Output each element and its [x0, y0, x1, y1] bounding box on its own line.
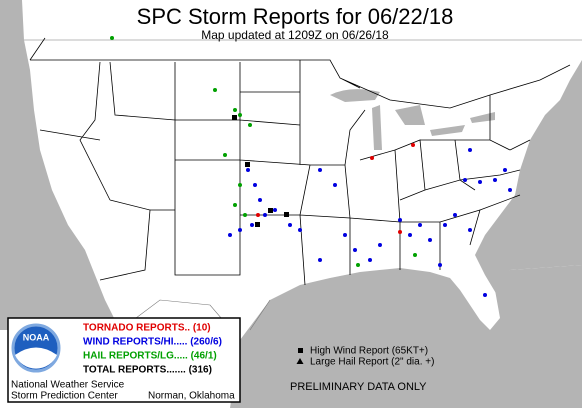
noaa-logo-wave	[15, 347, 57, 369]
office-name: National Weather Service	[11, 380, 125, 391]
legend-item: TORNADO REPORTS.. (10)	[83, 323, 211, 334]
pacific-ocean	[0, 0, 120, 330]
center-name: Storm Prediction Center	[11, 391, 118, 402]
map-title: SPC Storm Reports for 06/22/18	[137, 4, 454, 29]
report-markers	[110, 36, 512, 297]
center-location: Norman, Oklahoma	[148, 391, 235, 402]
map-subtitle: Map updated at 1209Z on 06/26/18	[201, 28, 389, 42]
atlantic-ocean	[475, 60, 582, 300]
key-label: Large Hail Report (2" dia. +)	[310, 357, 434, 368]
legend-item: TOTAL REPORTS....... (316)	[83, 365, 212, 376]
key-square	[298, 348, 303, 353]
gulf-ocean	[230, 265, 582, 408]
key-label: High Wind Report (65KT+)	[310, 346, 428, 357]
legend-item: WIND REPORTS/HI..... (260/6)	[83, 337, 222, 348]
legend-item: HAIL REPORTS/LG..... (46/1)	[83, 351, 217, 362]
great-lakes	[330, 89, 495, 150]
notice: PRELIMINARY DATA ONLY	[290, 381, 427, 393]
key-triangle	[296, 358, 304, 364]
noaa-logo-text: NOAA	[23, 332, 50, 342]
